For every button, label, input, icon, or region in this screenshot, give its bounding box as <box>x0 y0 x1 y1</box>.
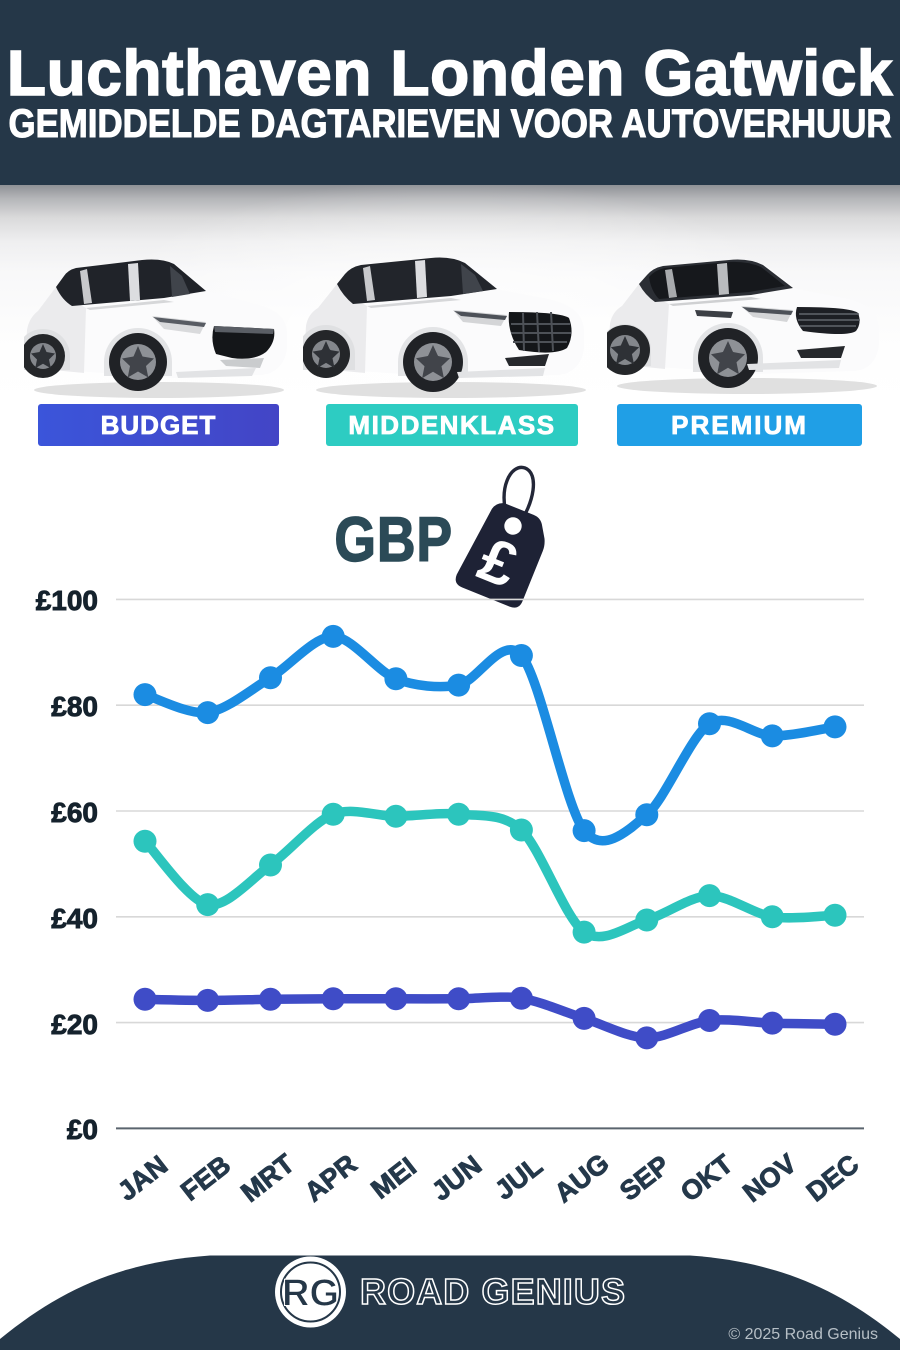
svg-text:ROAD GENIUS: ROAD GENIUS <box>360 1271 626 1312</box>
svg-text:RG: RG <box>282 1273 339 1315</box>
